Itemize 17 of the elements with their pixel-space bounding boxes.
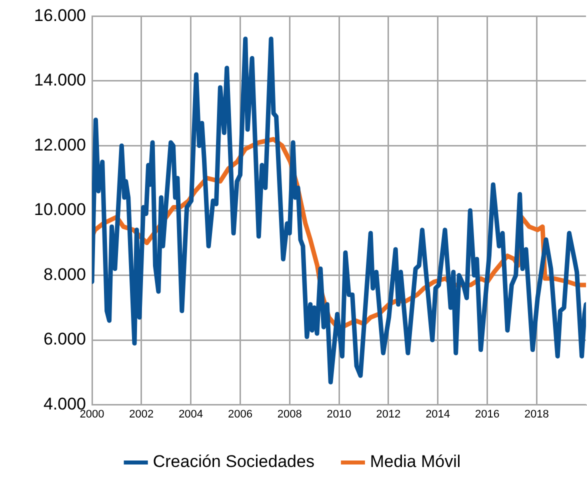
x-tick-label: 2002 [129, 408, 154, 420]
legend-label: Media Móvil [370, 452, 461, 472]
x-tick-label: 2010 [326, 408, 352, 420]
x-tick-label: 2004 [178, 408, 204, 420]
y-tick-label: 14.000 [34, 70, 86, 90]
x-tick-label: 2006 [228, 408, 252, 420]
y-tick-label: 8.000 [43, 264, 86, 284]
x-tick-label: 2014 [426, 408, 450, 420]
y-tick-label: 12.000 [34, 135, 86, 154]
x-tick-label: 2016 [474, 408, 500, 420]
y-tick-label: 6.000 [43, 330, 86, 349]
legend-label: Creación Sociedades [152, 452, 314, 472]
x-tick-label: 2018 [524, 408, 549, 420]
x-tick-label: 2012 [376, 408, 401, 420]
y-tick-label: 10.000 [34, 200, 86, 220]
y-tick-label: 16.000 [34, 6, 86, 25]
x-tick-label: 2008 [277, 408, 302, 420]
